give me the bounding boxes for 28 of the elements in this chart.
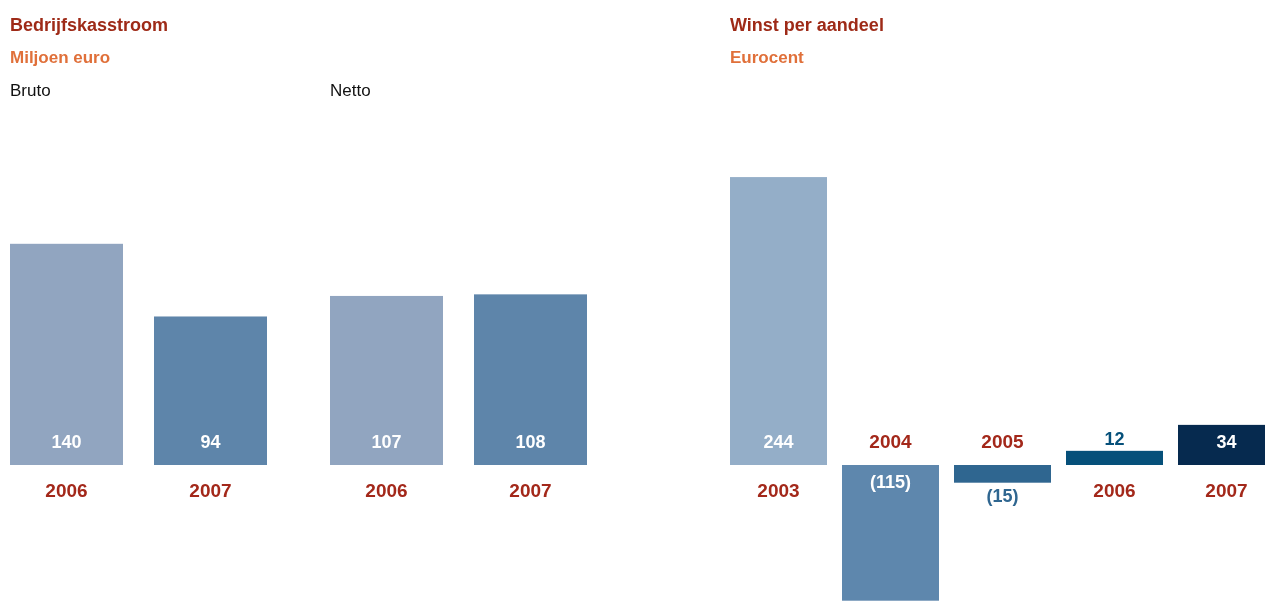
chart-subtitle: Miljoen euro (10, 48, 111, 67)
chart-title: Winst per aandeel (730, 15, 884, 35)
data-label: 107 (371, 432, 402, 452)
chart-subtitle: Eurocent (730, 48, 805, 67)
data-label: 108 (515, 432, 546, 452)
text: Bruto (10, 81, 51, 100)
bar (954, 465, 1051, 483)
data-label: 34 (1216, 432, 1237, 452)
text: Netto (330, 81, 371, 100)
bar (842, 465, 939, 601)
x-tick-label: 2006 (45, 480, 88, 501)
x-tick-label: 2007 (509, 480, 552, 501)
x-tick-label: 2005 (981, 431, 1025, 452)
x-tick-label: 2006 (1093, 480, 1136, 501)
bar (1066, 450, 1163, 465)
data-label: 12 (1104, 428, 1125, 449)
x-tick-label: 2006 (365, 480, 408, 501)
bar (730, 177, 827, 465)
data-label: 94 (200, 432, 221, 452)
data-label: (15) (986, 485, 1019, 506)
x-tick-label: 2007 (189, 480, 232, 501)
data-label: 244 (763, 432, 794, 452)
x-tick-label: 2003 (757, 480, 800, 501)
data-label: (115) (869, 472, 912, 492)
x-tick-label: 2007 (1205, 480, 1248, 501)
x-tick-label: 2004 (869, 431, 913, 452)
data-label: 140 (51, 432, 82, 452)
chart-title: Bedrijfskasstroom (10, 15, 169, 35)
